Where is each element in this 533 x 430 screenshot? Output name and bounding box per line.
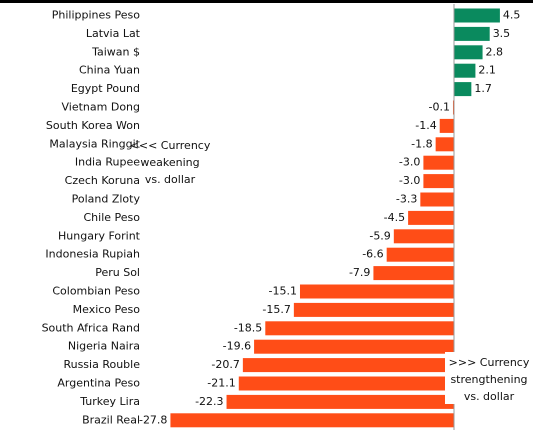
category-label: China Yuan (79, 64, 140, 77)
bar (170, 413, 454, 428)
category-label: Poland Zloty (72, 193, 141, 206)
category-label: Colombian Peso (52, 285, 140, 298)
bar (293, 302, 454, 317)
annotation-bg (445, 352, 533, 404)
category-label: Russia Rouble (63, 358, 140, 371)
value-label: -22.3 (195, 395, 223, 408)
value-label: -6.6 (362, 248, 383, 261)
bar (454, 8, 500, 23)
category-label: Chile Peso (84, 211, 141, 224)
value-label: -18.5 (234, 321, 262, 334)
bar (423, 155, 454, 170)
value-label: -7.9 (349, 266, 370, 279)
bar (423, 174, 454, 189)
category-label: Mexico Peso (73, 303, 141, 316)
category-label: Taiwan $ (91, 45, 140, 58)
category-label: Philippines Peso (52, 9, 141, 22)
bar (454, 45, 483, 60)
annotation: vs. dollar (464, 390, 515, 403)
value-label: -15.7 (262, 303, 290, 316)
bar (439, 118, 454, 133)
category-label: Hungary Forint (58, 229, 141, 242)
value-label: 2.8 (486, 45, 504, 58)
category-label: Brazil Real (82, 413, 140, 426)
bar (454, 26, 490, 41)
value-label: 1.7 (474, 82, 492, 95)
value-label: -21.1 (207, 377, 235, 390)
annotation: vs. dollar (145, 173, 196, 186)
value-label: -4.5 (384, 211, 405, 224)
category-label: Nigeria Naira (68, 340, 140, 353)
bar (408, 210, 454, 225)
category-label: South Africa Rand (42, 321, 140, 334)
value-label: -1.8 (411, 137, 432, 150)
category-label: Turkey Lira (79, 395, 140, 408)
category-label: Argentina Peso (57, 377, 140, 390)
value-label: 4.5 (503, 9, 521, 22)
annotation: strengthening (450, 373, 527, 386)
category-label: South Korea Won (46, 119, 140, 132)
top-rule (0, 0, 533, 3)
value-label: 2.1 (478, 64, 496, 77)
bar (393, 229, 454, 244)
category-label: Latvia Lat (86, 27, 141, 40)
bar (386, 247, 454, 262)
category-label: Czech Koruna (65, 174, 140, 187)
annotation: <<< Currency (130, 139, 211, 152)
category-label: Indonesia Rupiah (45, 248, 140, 261)
bar (454, 82, 472, 97)
value-label: -3.0 (399, 156, 420, 169)
bar (265, 321, 454, 336)
value-label: -19.6 (223, 340, 251, 353)
value-label: -5.9 (369, 229, 390, 242)
bar (420, 192, 454, 207)
category-label: Peru Sol (95, 266, 140, 279)
value-label: -20.7 (211, 358, 239, 371)
category-label: Vietnam Dong (62, 101, 141, 114)
bar (452, 100, 454, 115)
value-label: -1.4 (415, 119, 436, 132)
value-label: -3.0 (399, 174, 420, 187)
category-label: India Rupee (75, 156, 140, 169)
value-label: -0.1 (429, 101, 450, 114)
bar (238, 376, 454, 391)
bar (226, 394, 454, 409)
bar (454, 63, 476, 78)
value-label: 3.5 (493, 27, 511, 40)
value-label: -3.3 (396, 193, 417, 206)
bar (373, 266, 454, 281)
bar (254, 339, 454, 354)
category-label: Egypt Pound (71, 82, 140, 95)
bar (242, 358, 454, 373)
bar (299, 284, 454, 299)
bar (435, 137, 454, 152)
value-label: -27.8 (139, 413, 167, 426)
annotation: weakening (140, 156, 199, 169)
value-label: -15.1 (269, 285, 297, 298)
annotation: >>> Currency (449, 356, 530, 369)
category-label: Malaysia Ringgit (49, 137, 140, 150)
